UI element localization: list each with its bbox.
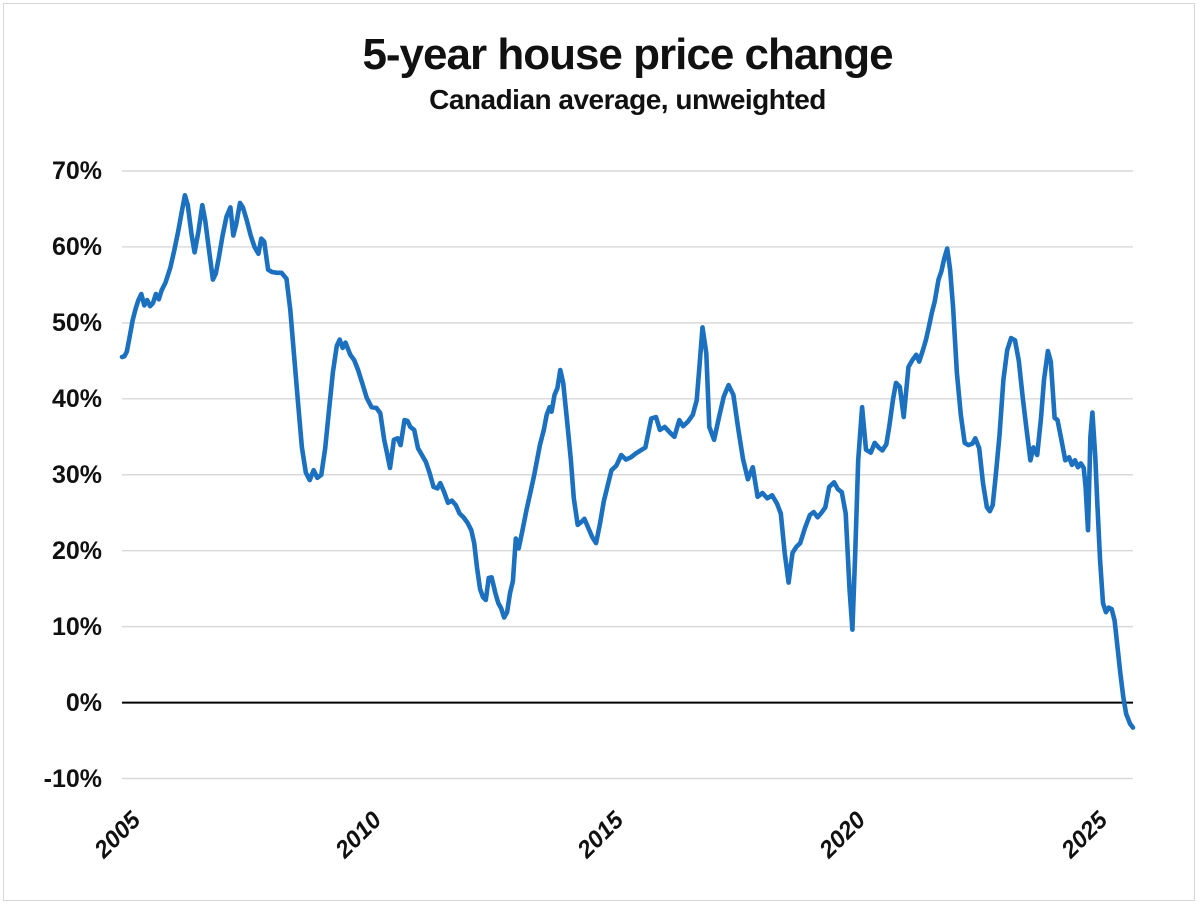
y-axis-tick-label: 70% [51,157,102,185]
price-change-line [119,193,1136,730]
chart-title: 5-year house price change [362,30,893,79]
y-axis-tick-label: -10% [43,764,102,793]
y-axis-tick-label: 50% [51,308,102,337]
y-axis-tick-label: 30% [51,460,102,489]
chart-subtitle: Canadian average, unweighted [429,84,826,115]
y-axis-tick-label: 20% [51,536,102,565]
y-axis-tick-label: 0% [65,688,102,717]
y-axis-tick-label: 60% [51,232,102,261]
y-axis-tick-label: 40% [51,384,102,413]
y-axis-tick-label: 10% [51,612,102,641]
